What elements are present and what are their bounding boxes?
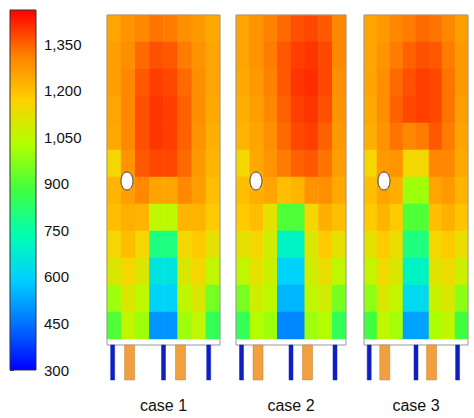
svg-text:750: 750	[44, 222, 69, 239]
svg-text:case 2: case 2	[267, 397, 314, 414]
svg-text:300: 300	[44, 362, 69, 379]
svg-text:case 3: case 3	[392, 397, 439, 414]
svg-text:case 1: case 1	[140, 397, 187, 414]
svg-text:1,350: 1,350	[44, 36, 82, 53]
svg-text:450: 450	[44, 315, 69, 332]
svg-text:1,050: 1,050	[44, 129, 82, 146]
svg-text:900: 900	[44, 175, 69, 192]
svg-text:600: 600	[44, 268, 69, 285]
svg-text:1,200: 1,200	[44, 82, 82, 99]
